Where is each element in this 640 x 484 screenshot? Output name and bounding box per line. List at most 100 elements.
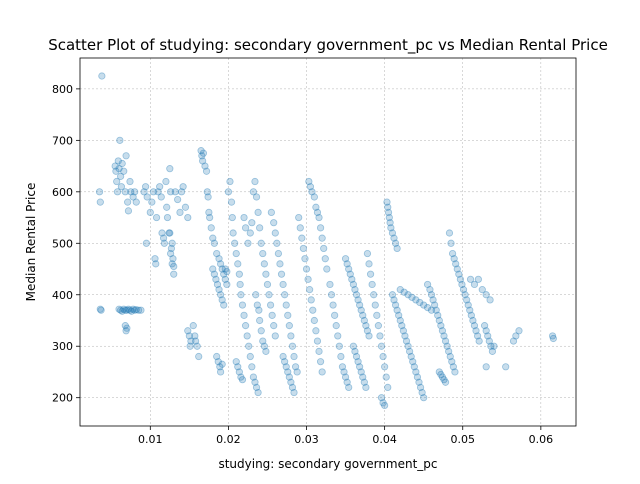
data-point	[384, 203, 392, 211]
data-point	[398, 322, 406, 330]
data-point	[404, 342, 412, 350]
data-point	[224, 188, 233, 196]
chart-title: Scatter Plot of studying: secondary gove…	[48, 36, 608, 55]
data-point	[385, 213, 393, 222]
data-point	[475, 337, 483, 345]
data-point	[354, 358, 362, 366]
data-point	[117, 172, 125, 180]
data-point	[95, 188, 104, 196]
data-point	[308, 188, 316, 196]
data-point	[357, 306, 365, 314]
data-point	[192, 337, 200, 345]
data-point	[288, 342, 297, 350]
data-point	[213, 352, 221, 361]
data-point	[343, 378, 351, 386]
data-point	[273, 239, 281, 247]
data-point	[252, 291, 260, 299]
data-point	[124, 207, 133, 215]
data-point	[379, 399, 387, 407]
data-point	[240, 311, 248, 319]
data-point	[310, 193, 318, 201]
data-point	[199, 149, 208, 157]
data-point	[231, 239, 239, 247]
data-point	[279, 280, 287, 289]
data-point	[218, 296, 226, 304]
data-point	[221, 275, 229, 283]
data-point	[512, 332, 520, 340]
data-point	[120, 305, 128, 313]
data-point	[418, 388, 426, 397]
x-tick-label: 0.06	[529, 433, 554, 446]
data-point	[437, 370, 445, 379]
data-point	[260, 260, 268, 268]
data-point	[368, 280, 376, 289]
data-point	[209, 234, 217, 242]
data-point	[390, 234, 398, 242]
data-point	[463, 296, 471, 304]
data-point	[163, 203, 171, 211]
data-point	[163, 213, 172, 222]
data-point	[485, 337, 493, 345]
data-point	[412, 296, 420, 304]
data-point	[254, 208, 262, 217]
data-point	[451, 368, 459, 376]
data-point	[396, 286, 404, 294]
data-point	[235, 368, 243, 376]
data-point	[321, 255, 329, 263]
data-point	[120, 167, 128, 175]
data-point	[251, 378, 259, 386]
data-point	[267, 208, 275, 217]
data-point	[331, 311, 339, 319]
data-point	[171, 188, 179, 196]
plot-frame	[79, 57, 577, 427]
y-axis-label: Median Rental Price	[24, 183, 38, 302]
data-point	[282, 301, 290, 309]
data-point	[170, 262, 178, 271]
data-point	[287, 378, 295, 386]
data-point	[316, 358, 325, 366]
data-point	[186, 342, 194, 350]
data-point	[396, 316, 404, 325]
data-point	[220, 301, 228, 309]
data-point	[381, 363, 389, 371]
data-point	[445, 347, 453, 355]
data-point	[197, 147, 205, 155]
data-point	[252, 193, 261, 201]
data-point	[549, 334, 557, 343]
data-point	[384, 208, 393, 217]
data-point	[448, 249, 457, 258]
data-point	[140, 188, 148, 196]
data-point	[282, 363, 290, 371]
data-point	[131, 306, 139, 314]
data-point	[210, 239, 218, 247]
data-point	[453, 265, 461, 273]
data-point	[349, 280, 357, 289]
data-point	[481, 322, 489, 330]
data-point	[246, 352, 254, 361]
data-point	[351, 286, 359, 294]
data-point	[220, 270, 228, 278]
data-point	[198, 152, 206, 160]
data-point	[263, 280, 272, 289]
data-point	[221, 265, 229, 273]
data-point	[206, 213, 214, 222]
data-point	[395, 311, 403, 319]
data-point	[113, 188, 122, 196]
data-point	[98, 72, 106, 80]
data-point	[285, 322, 293, 330]
data-point	[259, 249, 267, 258]
data-point	[142, 183, 150, 191]
data-point	[274, 249, 282, 258]
data-point	[440, 332, 448, 340]
data-point	[351, 347, 359, 355]
data-point	[348, 275, 356, 283]
data-point	[252, 383, 261, 391]
data-point	[290, 388, 298, 397]
data-point	[434, 311, 442, 319]
x-axis-label: studying: secondary government_pc	[218, 457, 437, 471]
data-point	[388, 291, 397, 299]
data-point	[406, 347, 414, 355]
data-point	[253, 301, 261, 309]
data-point	[470, 322, 479, 330]
